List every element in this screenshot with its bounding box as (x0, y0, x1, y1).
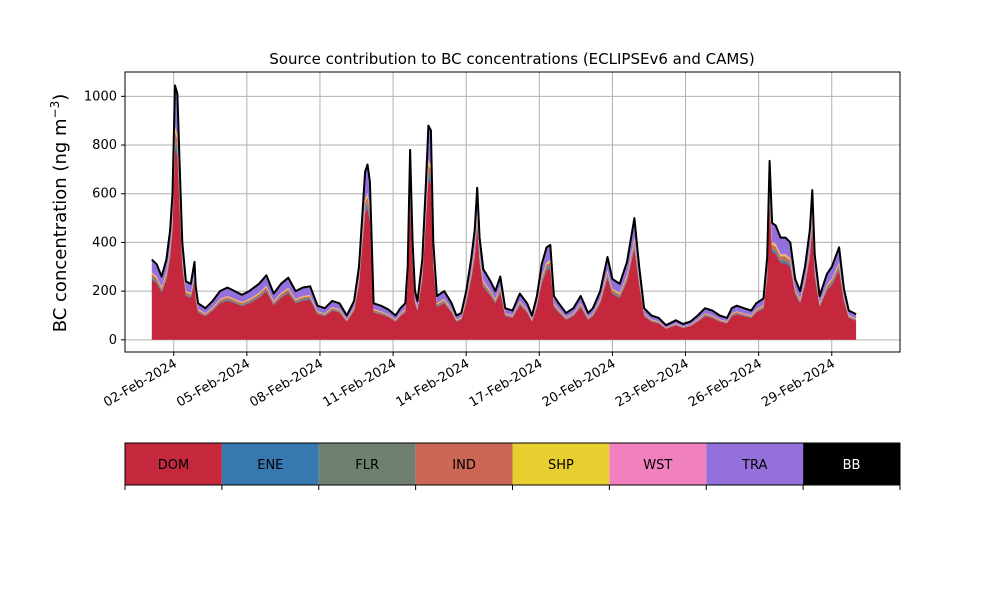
legend-label-wst: WST (643, 458, 672, 473)
y-axis-label: BC concentration (ng m−3) (48, 94, 71, 333)
legend-swatch-wst (609, 443, 707, 485)
legend-swatch-dom (125, 443, 222, 485)
legend-label-tra: TRA (741, 458, 767, 473)
y-tick-label: 200 (92, 284, 117, 299)
legend-frame (124, 442, 901, 486)
x-tick-label: 14-Feb-2024 (394, 356, 473, 410)
plot-frame (124, 71, 901, 353)
x-tick-label: 05-Feb-2024 (174, 356, 253, 410)
legend-label-dom: DOM (158, 458, 189, 473)
legend-swatch-tra (706, 443, 804, 485)
y-tick-label: 400 (92, 235, 117, 250)
x-tick-label: 11-Feb-2024 (321, 356, 400, 410)
y-tick-label: 800 (92, 138, 117, 153)
y-tick-label: 0 (109, 333, 117, 348)
x-tick-label: 23-Feb-2024 (613, 356, 692, 410)
y-axis-label-suffix: ) (50, 94, 71, 101)
legend-label-ind: IND (452, 458, 476, 473)
area-dom (151, 149, 857, 340)
stacked-areas (151, 85, 857, 340)
axis-ticks: 0 200 400 600 800 1000 02-Feb-202405-Feb-20240… (84, 89, 838, 410)
x-tick-label: 02-Feb-2024 (101, 356, 180, 410)
total-line-layer (151, 84, 857, 327)
legend-label-ene: ENE (257, 458, 283, 473)
legend-label-bb: BB (843, 458, 861, 473)
grid-lines (125, 72, 900, 352)
chart-title: Source contribution to BC concentrations… (269, 50, 754, 68)
x-tick-label: 08-Feb-2024 (247, 356, 326, 410)
legend-label-flr: FLR (355, 458, 379, 473)
y-axis-label-superscript: −3 (48, 101, 62, 119)
legend-swatch-bb (803, 443, 900, 485)
legend: DOM ENE FLR IND SHP WST TRA BB (124, 442, 901, 490)
legend-swatch-ene (221, 443, 319, 485)
x-tick-label: 29-Feb-2024 (759, 356, 838, 410)
y-tick-label: 600 (92, 187, 117, 202)
x-tick-label: 20-Feb-2024 (540, 356, 619, 410)
legend-swatch-flr (318, 443, 416, 485)
y-axis-label-main: BC concentration (ng m (50, 118, 71, 332)
legend-swatch-shp (512, 443, 610, 485)
legend-label-shp: SHP (548, 458, 574, 473)
x-tick-label: 26-Feb-2024 (686, 356, 765, 410)
x-tick-label: 17-Feb-2024 (467, 356, 546, 410)
legend-swatch-ind (415, 443, 513, 485)
y-tick-label: 1000 (84, 89, 117, 104)
total-line (151, 84, 857, 327)
